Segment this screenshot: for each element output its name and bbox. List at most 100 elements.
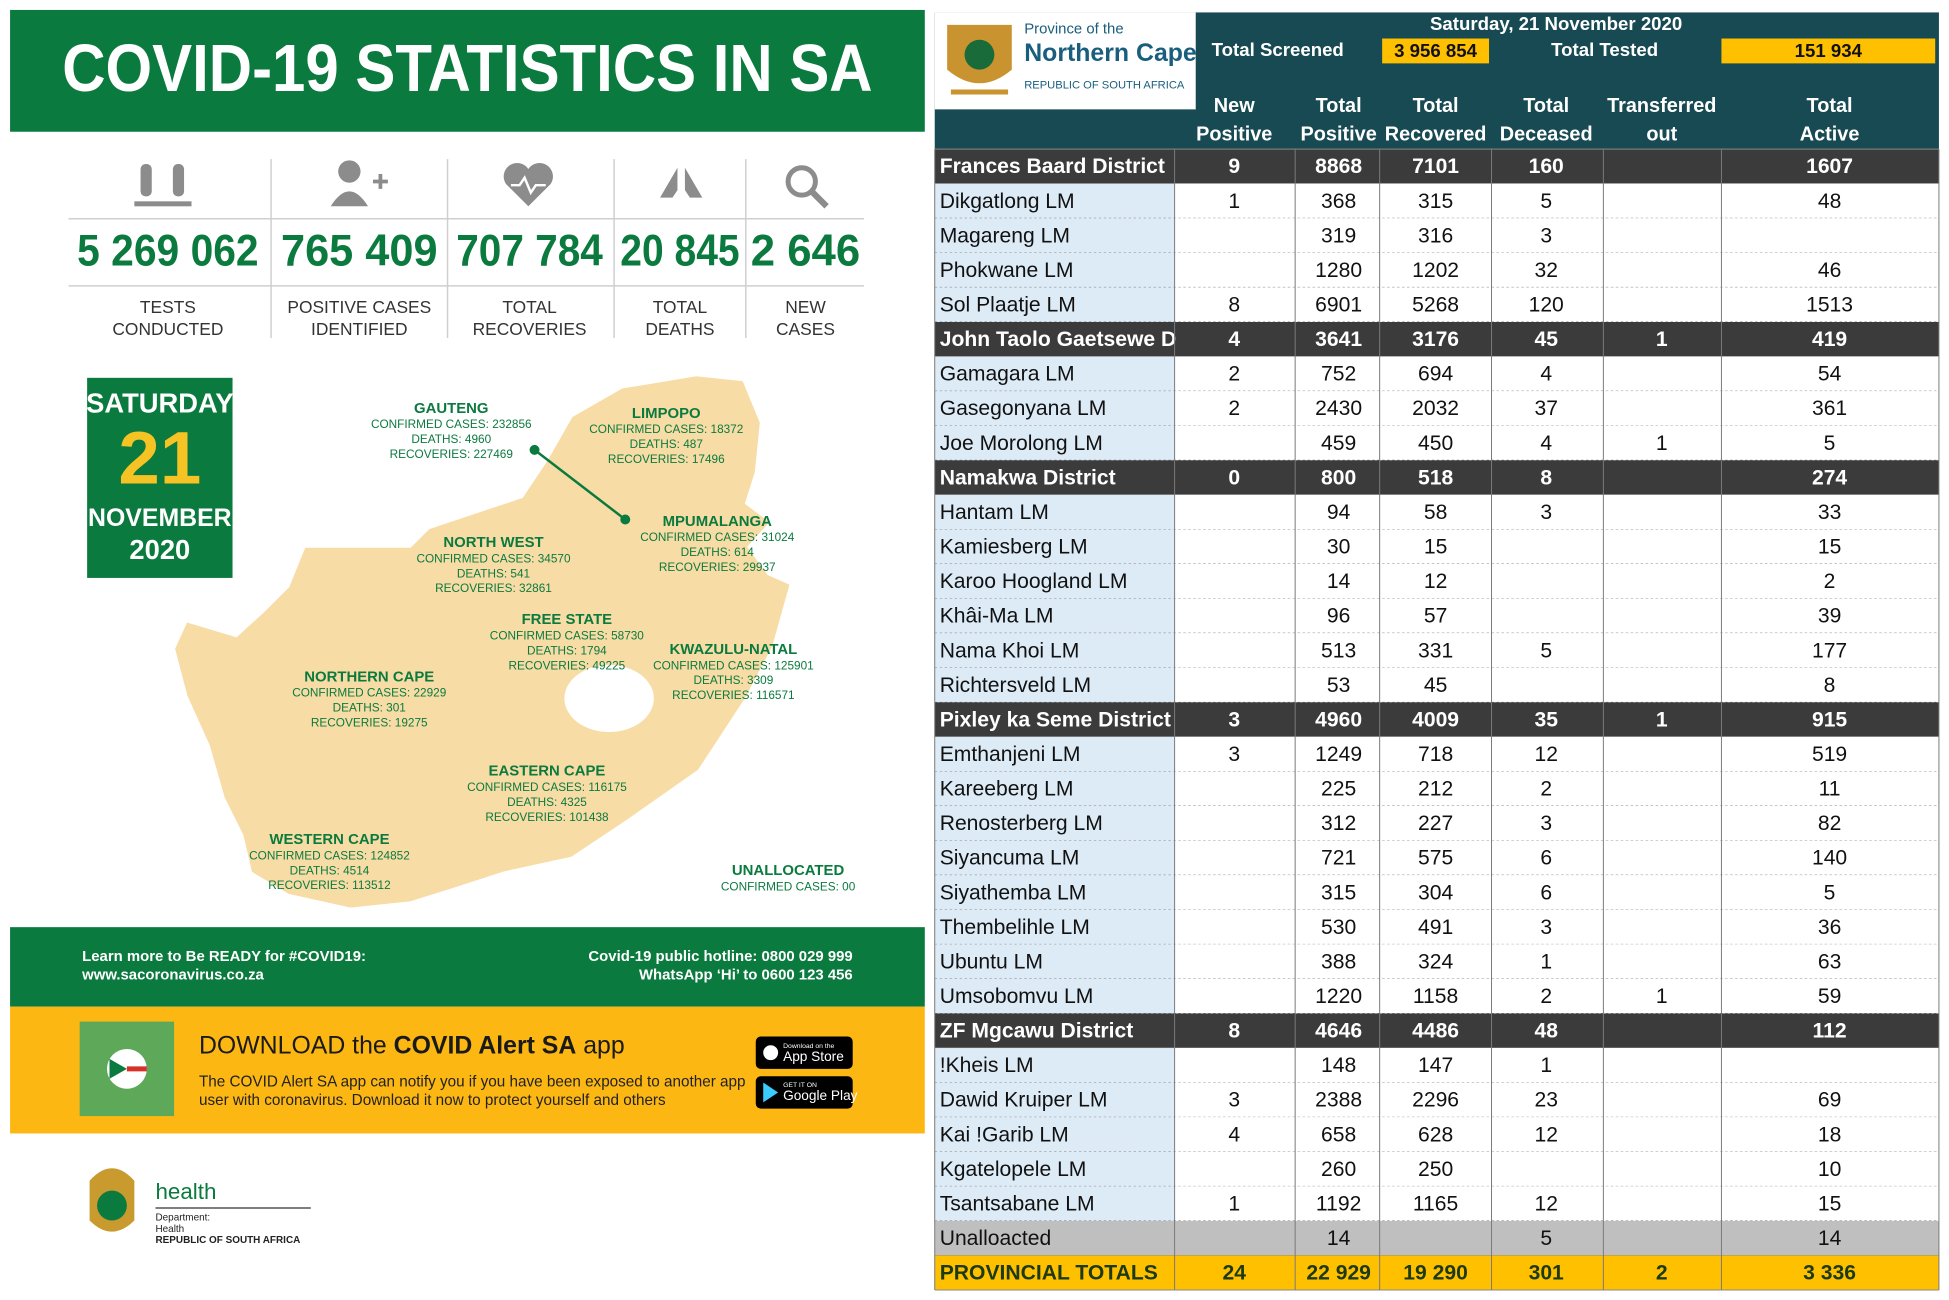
row-cell: 46 <box>1818 259 1841 282</box>
province-name: Northern Cape <box>1024 40 1197 67</box>
row-name: Khâi-Ma LM <box>940 605 1054 628</box>
table-row <box>934 460 1939 495</box>
row-cell: 3 <box>1540 916 1552 939</box>
row-cell: 96 <box>1327 605 1350 628</box>
row-cell: 450 <box>1418 432 1453 455</box>
row-cell: 23 <box>1534 1089 1557 1112</box>
date-year: 2020 <box>129 534 190 565</box>
row-cell: 37 <box>1534 397 1557 420</box>
app-store-small: Download on the <box>783 1043 834 1050</box>
app-heading-bold: COVID Alert SA <box>394 1032 577 1059</box>
stat-label: TOTAL <box>502 297 557 317</box>
row-cell: 14 <box>1818 1227 1842 1250</box>
province-stat: CONFIRMED CASES: 124852 <box>249 848 410 862</box>
row-cell: 519 <box>1812 743 1847 766</box>
row-cell: 331 <box>1418 639 1453 662</box>
row-cell: 1 <box>1656 328 1668 351</box>
row-cell: 10 <box>1818 1158 1841 1181</box>
row-cell: 4 <box>1228 328 1240 351</box>
row-cell: 140 <box>1812 847 1847 870</box>
row-cell: 120 <box>1529 294 1564 317</box>
date-month: NOVEMBER <box>88 505 232 532</box>
province-name: EASTERN CAPE <box>489 764 606 780</box>
screened-box <box>1382 38 1490 64</box>
column-header: Total <box>1523 95 1569 117</box>
province-stat: CONFIRMED CASES: 31024 <box>640 530 795 544</box>
row-name: !Kheis LM <box>940 1054 1034 1077</box>
row-cell: 491 <box>1418 916 1453 939</box>
row-cell: 575 <box>1418 847 1453 870</box>
stat-label: CASES <box>776 319 835 339</box>
row-cell: 1280 <box>1315 259 1362 282</box>
icon-search-handle <box>809 189 829 209</box>
province-name: LIMPOPO <box>632 406 701 422</box>
app-store-badge[interactable] <box>755 1036 853 1069</box>
logo-text: Health <box>155 1224 184 1235</box>
stat-label: TESTS <box>140 297 196 317</box>
province-stat: CONFIRMED CASES: 58730 <box>490 628 645 642</box>
province-stat: DEATHS: 3309 <box>694 673 774 687</box>
province-name: NORTHERN CAPE <box>304 669 434 685</box>
row-cell: 4 <box>1540 432 1552 455</box>
row-name: ZF Mgcawu District <box>940 1020 1134 1043</box>
column-header: Transferred <box>1607 95 1716 117</box>
row-cell: 1 <box>1540 950 1552 973</box>
row-name: Nama Khoi LM <box>940 639 1080 662</box>
province-stat: RECOVERIES: 32861 <box>435 581 552 595</box>
province-stat: RECOVERIES: 116571 <box>672 688 794 702</box>
table-body: New Positive Total Positive Total Recovered To… <box>934 95 1940 1291</box>
table-row-cells <box>1174 252 1939 288</box>
row-cell: 147 <box>1418 1054 1453 1077</box>
row-cell: 32 <box>1534 259 1557 282</box>
row-cell: 15 <box>1424 536 1447 559</box>
row-cell: 2 <box>1824 570 1836 593</box>
footer-link[interactable]: www.sacoronavirus.co.za <box>81 968 264 984</box>
table-row-cells <box>1174 1117 1939 1152</box>
app-store-icon <box>763 1045 779 1061</box>
title-banner <box>10 9 925 132</box>
column-header: Recovered <box>1385 124 1487 146</box>
google-play-badge[interactable] <box>755 1076 853 1109</box>
logo-text: REPUBLIC OF SOUTH AFRICA <box>155 1235 300 1246</box>
row-cell: 8 <box>1228 1020 1240 1043</box>
gauteng-pointer <box>533 448 627 521</box>
table-row-cells <box>1174 598 1939 634</box>
app-text: user with coronavirus. Download it now t… <box>199 1092 666 1109</box>
row-cell: 388 <box>1321 950 1356 973</box>
table-row-cells <box>1174 529 1939 565</box>
table-row-cells <box>1174 391 1939 426</box>
province-country: REPUBLIC OF SOUTH AFRICA <box>1024 80 1185 92</box>
screened-value: 3 956 854 <box>1394 40 1477 61</box>
table-row-cells <box>1174 633 1939 668</box>
table-row-cells <box>1174 944 1939 979</box>
stat-label: RECOVERIES <box>473 319 587 339</box>
table-row <box>934 702 1939 737</box>
column-header: Positive <box>1301 124 1377 146</box>
table-row-cells <box>1174 909 1939 945</box>
icon-tube <box>140 164 152 197</box>
row-cell: 18 <box>1818 1123 1841 1146</box>
row-cell: 2 <box>1540 778 1552 801</box>
row-name: Tsantsabane LM <box>940 1192 1095 1215</box>
row-cell: 2 <box>1228 397 1240 420</box>
stat-label: DEATHS <box>645 319 714 339</box>
table-row <box>934 1255 1939 1291</box>
row-cell: 2296 <box>1412 1089 1459 1112</box>
row-cell: 8 <box>1228 294 1240 317</box>
province-stat: RECOVERIES: 29937 <box>659 560 776 574</box>
app-heading-prefix: DOWNLOAD the <box>199 1032 387 1059</box>
table-row-cells <box>1174 806 1939 841</box>
stat-icons <box>134 160 829 209</box>
table-row-cells <box>1174 1048 1939 1083</box>
row-cell: 3 <box>1540 812 1552 835</box>
row-cell: 58 <box>1424 501 1447 524</box>
row-cell: 227 <box>1418 812 1453 835</box>
row-cell: 14 <box>1327 570 1351 593</box>
table-date: Saturday, 21 November 2020 <box>1430 13 1682 34</box>
row-cell: 3 <box>1228 1089 1240 1112</box>
table-row <box>934 149 1939 184</box>
row-cell: 82 <box>1818 812 1841 835</box>
icon-search <box>785 165 818 198</box>
table-row-cells <box>1174 287 1939 323</box>
